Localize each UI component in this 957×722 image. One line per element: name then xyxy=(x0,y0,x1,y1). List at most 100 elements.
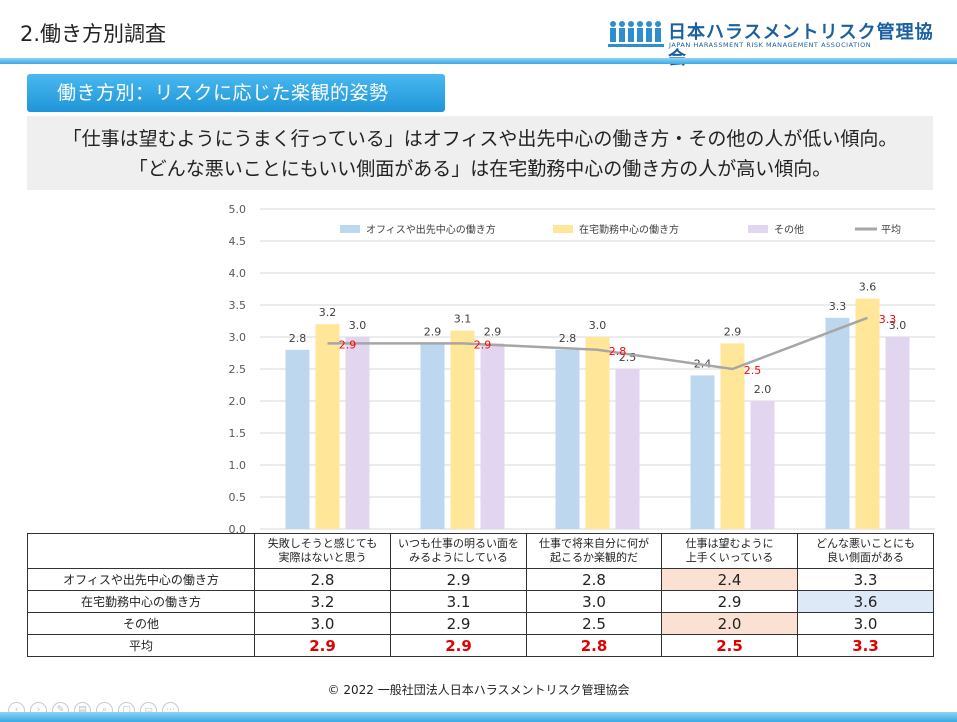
bar xyxy=(315,324,340,529)
table-row-average: 平均 2.9 2.9 2.8 2.5 3.3 xyxy=(27,634,934,657)
header: 2.働き方別調査 日本ハラスメントリスク管理協会 JAPAN HARASSMEN… xyxy=(0,0,957,69)
table-cell: 2.9 xyxy=(390,612,527,635)
bar xyxy=(585,337,610,529)
data-label: 3.0 xyxy=(349,319,367,332)
table-cell-highlight-high: 3.6 xyxy=(797,590,934,613)
bar xyxy=(615,369,640,529)
bar xyxy=(720,343,745,529)
data-label: 3.1 xyxy=(454,313,472,326)
average-line xyxy=(327,316,868,371)
table-cell: 2.9 xyxy=(390,634,527,657)
table-cell: 3.3 xyxy=(797,634,934,657)
row-label: その他 xyxy=(27,612,255,635)
section-label: 働き方別：リスクに応じた楽観的姿勢 xyxy=(27,74,445,112)
table-cell: 3.1 xyxy=(390,590,527,613)
y-tick-label: 4.0 xyxy=(229,267,247,280)
bar xyxy=(555,349,580,529)
summary-box: 「仕事は望むようにうまく行っている」はオフィスや出先中心の働き方・その他の人が低… xyxy=(27,116,933,190)
row-label: オフィスや出先中心の働き方 xyxy=(27,568,255,591)
y-tick-label: 4.5 xyxy=(229,235,247,248)
legend-swatch xyxy=(748,225,768,233)
data-label: 2.9 xyxy=(424,325,442,338)
data-label: 3.0 xyxy=(589,319,607,332)
bar xyxy=(420,343,445,529)
people-group-icon xyxy=(608,21,664,47)
y-tick-label: 3.5 xyxy=(229,299,247,312)
data-label: 2.8 xyxy=(559,332,577,345)
average-label: 2.5 xyxy=(744,364,762,377)
data-label: 2.9 xyxy=(724,325,742,338)
table-row: その他 3.0 2.9 2.5 2.0 3.0 xyxy=(27,612,934,635)
table-cell: 2.5 xyxy=(526,612,662,635)
y-tick-label: 1.5 xyxy=(229,427,247,440)
legend-swatch xyxy=(340,225,360,233)
table-cell: 3.3 xyxy=(797,568,934,591)
row-label: 平均 xyxy=(27,634,255,657)
y-tick-label: 2.5 xyxy=(229,363,247,376)
data-table: 失敗しそうと感じても 実際はないと思う いつも仕事の明るい面を みるようにしている … xyxy=(27,533,934,657)
table-cell-highlight-low: 2.4 xyxy=(661,568,798,591)
y-tick-label: 1.0 xyxy=(229,459,247,472)
data-label: 3.6 xyxy=(859,281,877,294)
legend-label: 平均 xyxy=(881,224,901,236)
bar-chart: 0.00.51.01.52.02.53.03.54.04.55.02.8 2.9 2… xyxy=(229,203,935,536)
table-row: オフィスや出先中心の働き方 2.8 2.9 2.8 2.4 3.3 xyxy=(27,568,934,591)
bar xyxy=(345,337,370,529)
table-cell: 2.8 xyxy=(254,568,391,591)
data-label: 2.9 xyxy=(484,325,502,338)
table-header-cell: 仕事で将来自分に何が 起こるか楽観的だ xyxy=(526,533,662,569)
average-label: 2.9 xyxy=(474,338,492,351)
table-header-cell: 失敗しそうと感じても 実際はないと思う xyxy=(254,533,391,569)
copyright: © 2022 一般社団法人日本ハラスメントリスク管理協会 xyxy=(327,683,630,697)
y-tick-label: 5.0 xyxy=(229,203,247,216)
logo-text-english: JAPAN HARASSMENT RISK MANAGEMENT ASSOCIA… xyxy=(669,41,872,49)
y-tick-label: 3.0 xyxy=(229,331,247,344)
data-label: 3.3 xyxy=(829,300,847,313)
row-label: 在宅勤務中心の働き方 xyxy=(27,590,255,613)
table-cell: 3.0 xyxy=(254,612,391,635)
table-cell: 3.2 xyxy=(254,590,391,613)
average-label: 2.9 xyxy=(339,338,357,351)
table-cell: 3.0 xyxy=(797,612,934,635)
bar xyxy=(825,317,850,529)
table-cell: 3.0 xyxy=(526,590,662,613)
average-label: 3.3 xyxy=(879,313,897,326)
table-row: 在宅勤務中心の働き方 3.2 3.1 3.0 2.9 3.6 xyxy=(27,590,934,613)
table-header-cell: どんな悪いことにも 良い側面がある xyxy=(797,533,934,569)
table-header-cell: いつも仕事の明るい面を みるようにしている xyxy=(390,533,527,569)
data-label: 2.8 xyxy=(289,332,307,345)
association-logo: 日本ハラスメントリスク管理協会 JAPAN HARASSMENT RISK MA… xyxy=(608,16,948,69)
table-corner-cell xyxy=(27,533,255,569)
bar xyxy=(750,401,775,529)
bar xyxy=(480,343,505,529)
table-cell: 2.5 xyxy=(661,634,798,657)
data-label: 2.0 xyxy=(754,383,772,396)
data-label: 3.2 xyxy=(319,306,337,319)
table-cell: 2.8 xyxy=(526,634,662,657)
y-tick-label: 2.0 xyxy=(229,395,247,408)
table-cell-highlight-low: 2.0 xyxy=(661,612,798,635)
legend-label: 在宅勤務中心の働き方 xyxy=(579,223,679,236)
footer-divider xyxy=(0,712,957,722)
table-header-cell: 仕事は望むように 上手くいっている xyxy=(661,533,798,569)
table-cell: 2.9 xyxy=(254,634,391,657)
summary-line-2: 「どんな悪いことにもいい側面がある」は在宅勤務中心の働き方の人が高い傾向。 xyxy=(128,158,832,180)
header-divider xyxy=(0,58,957,64)
summary-line-1: 「仕事は望むようにうまく行っている」はオフィスや出先中心の働き方・その他の人が低… xyxy=(62,128,898,150)
table-cell: 2.9 xyxy=(390,568,527,591)
y-tick-label: 0.0 xyxy=(229,523,247,536)
page-title: 2.働き方別調査 xyxy=(20,22,167,46)
data-label: 3.0 xyxy=(889,319,907,332)
bar xyxy=(690,375,715,529)
bar xyxy=(450,330,475,529)
table-cell: 2.8 xyxy=(526,568,662,591)
legend-label: その他 xyxy=(774,223,804,236)
average-label: 2.8 xyxy=(609,345,627,358)
table-header-row: 失敗しそうと感じても 実際はないと思う いつも仕事の明るい面を みるようにしている … xyxy=(27,533,934,569)
y-tick-label: 0.5 xyxy=(229,491,247,504)
legend-swatch xyxy=(553,225,573,233)
bar xyxy=(285,349,310,529)
table-cell: 2.9 xyxy=(661,590,798,613)
legend-label: オフィスや出先中心の働き方 xyxy=(366,223,496,236)
bar xyxy=(855,298,880,529)
